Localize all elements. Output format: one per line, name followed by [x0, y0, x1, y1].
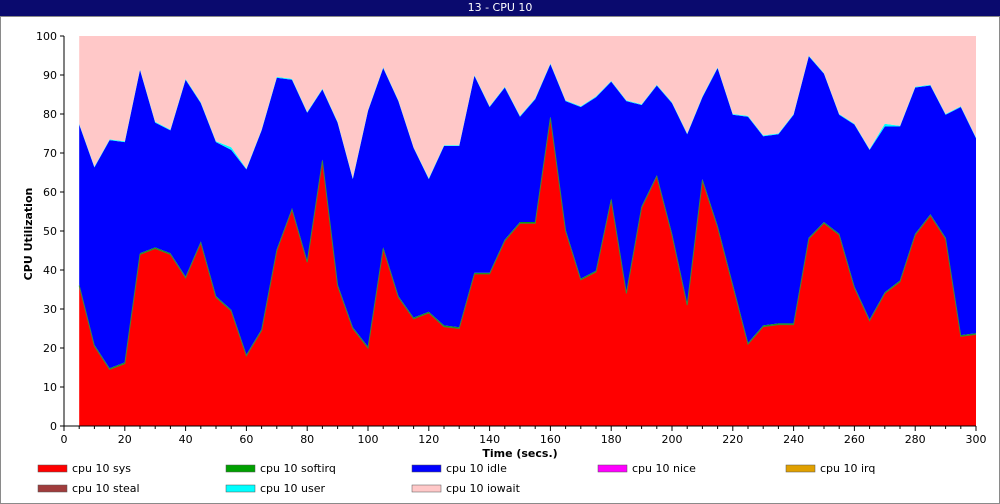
legend-item: cpu 10 iowait: [411, 482, 521, 495]
legend-label: cpu 10 steal: [72, 482, 140, 495]
sys-boundary-line: [78, 117, 977, 371]
y-tick-label: 40: [43, 264, 57, 277]
legend-swatch: [225, 464, 256, 473]
legend-swatch: [37, 484, 68, 493]
legend-item: cpu 10 softirq: [225, 462, 336, 475]
legend-label: cpu 10 iowait: [446, 482, 521, 495]
window-titlebar: 13 - CPU 10: [0, 0, 1000, 16]
x-tick-label: 220: [722, 433, 743, 446]
legend-swatch: [785, 464, 816, 473]
x-tick-label: 280: [905, 433, 926, 446]
x-tick-label: 240: [783, 433, 804, 446]
x-tick-label: 60: [239, 433, 253, 446]
y-axis-title: CPU Utilization: [22, 188, 35, 281]
y-tick-label: 20: [43, 342, 57, 355]
legend-label: cpu 10 softirq: [260, 462, 336, 475]
legend-swatch: [411, 464, 442, 473]
legend-swatch: [597, 464, 628, 473]
x-axis-title: Time (secs.): [482, 447, 557, 460]
x-tick-label: 120: [418, 433, 439, 446]
legend-item: cpu 10 steal: [37, 482, 140, 495]
stacked-areas: [78, 36, 977, 427]
legend-item: cpu 10 sys: [37, 462, 131, 475]
legend-swatch: [37, 464, 68, 473]
y-tick-label: 50: [43, 225, 57, 238]
x-tick-label: 20: [118, 433, 132, 446]
area-cpu-10-sys: [79, 117, 976, 427]
legend-item: cpu 10 irq: [785, 462, 875, 475]
y-tick-label: 80: [43, 108, 57, 121]
legend-swatch: [225, 484, 256, 493]
x-tick-label: 80: [300, 433, 314, 446]
x-tick-label: 40: [179, 433, 193, 446]
y-tick-label: 60: [43, 186, 57, 199]
legend-item: cpu 10 idle: [411, 462, 507, 475]
window-title: 13 - CPU 10: [467, 1, 533, 14]
legend-label: cpu 10 sys: [72, 462, 131, 475]
legend-label: cpu 10 nice: [632, 462, 696, 475]
legend-label: cpu 10 idle: [446, 462, 507, 475]
x-tick-label: 0: [61, 433, 68, 446]
legend: cpu 10 sys cpu 10 softirq cpu 10 idle cpu 1…: [37, 462, 875, 495]
area-cpu-10-idle: [79, 56, 976, 369]
x-tick-label: 100: [358, 433, 379, 446]
x-tick-label: 260: [844, 433, 865, 446]
x-tick-label: 200: [662, 433, 683, 446]
axes: 0 10 20 30 40 50 60 70 80 90 100 0 20 40 60 80 100 120 140…: [36, 30, 987, 446]
legend-label: cpu 10 user: [260, 482, 325, 495]
area-cpu-10-iowait: [79, 36, 976, 179]
y-tick-label: 70: [43, 147, 57, 160]
y-tick-label: 90: [43, 69, 57, 82]
y-tick-label: 0: [50, 420, 57, 433]
x-tick-label: 140: [479, 433, 500, 446]
legend-swatch: [411, 484, 442, 493]
legend-item: cpu 10 user: [225, 482, 325, 495]
legend-label: cpu 10 irq: [820, 462, 875, 475]
x-tick-label: 160: [540, 433, 561, 446]
x-tick-label: 180: [601, 433, 622, 446]
cpu-utilization-chart: 0 10 20 30 40 50 60 70 80 90 100 0 20 40 60 80 100 120 140…: [22, 30, 987, 495]
legend-item: cpu 10 nice: [597, 462, 696, 475]
y-tick-label: 100: [36, 30, 57, 43]
y-tick-label: 30: [43, 303, 57, 316]
y-tick-label: 10: [43, 381, 57, 394]
x-tick-label: 300: [966, 433, 987, 446]
